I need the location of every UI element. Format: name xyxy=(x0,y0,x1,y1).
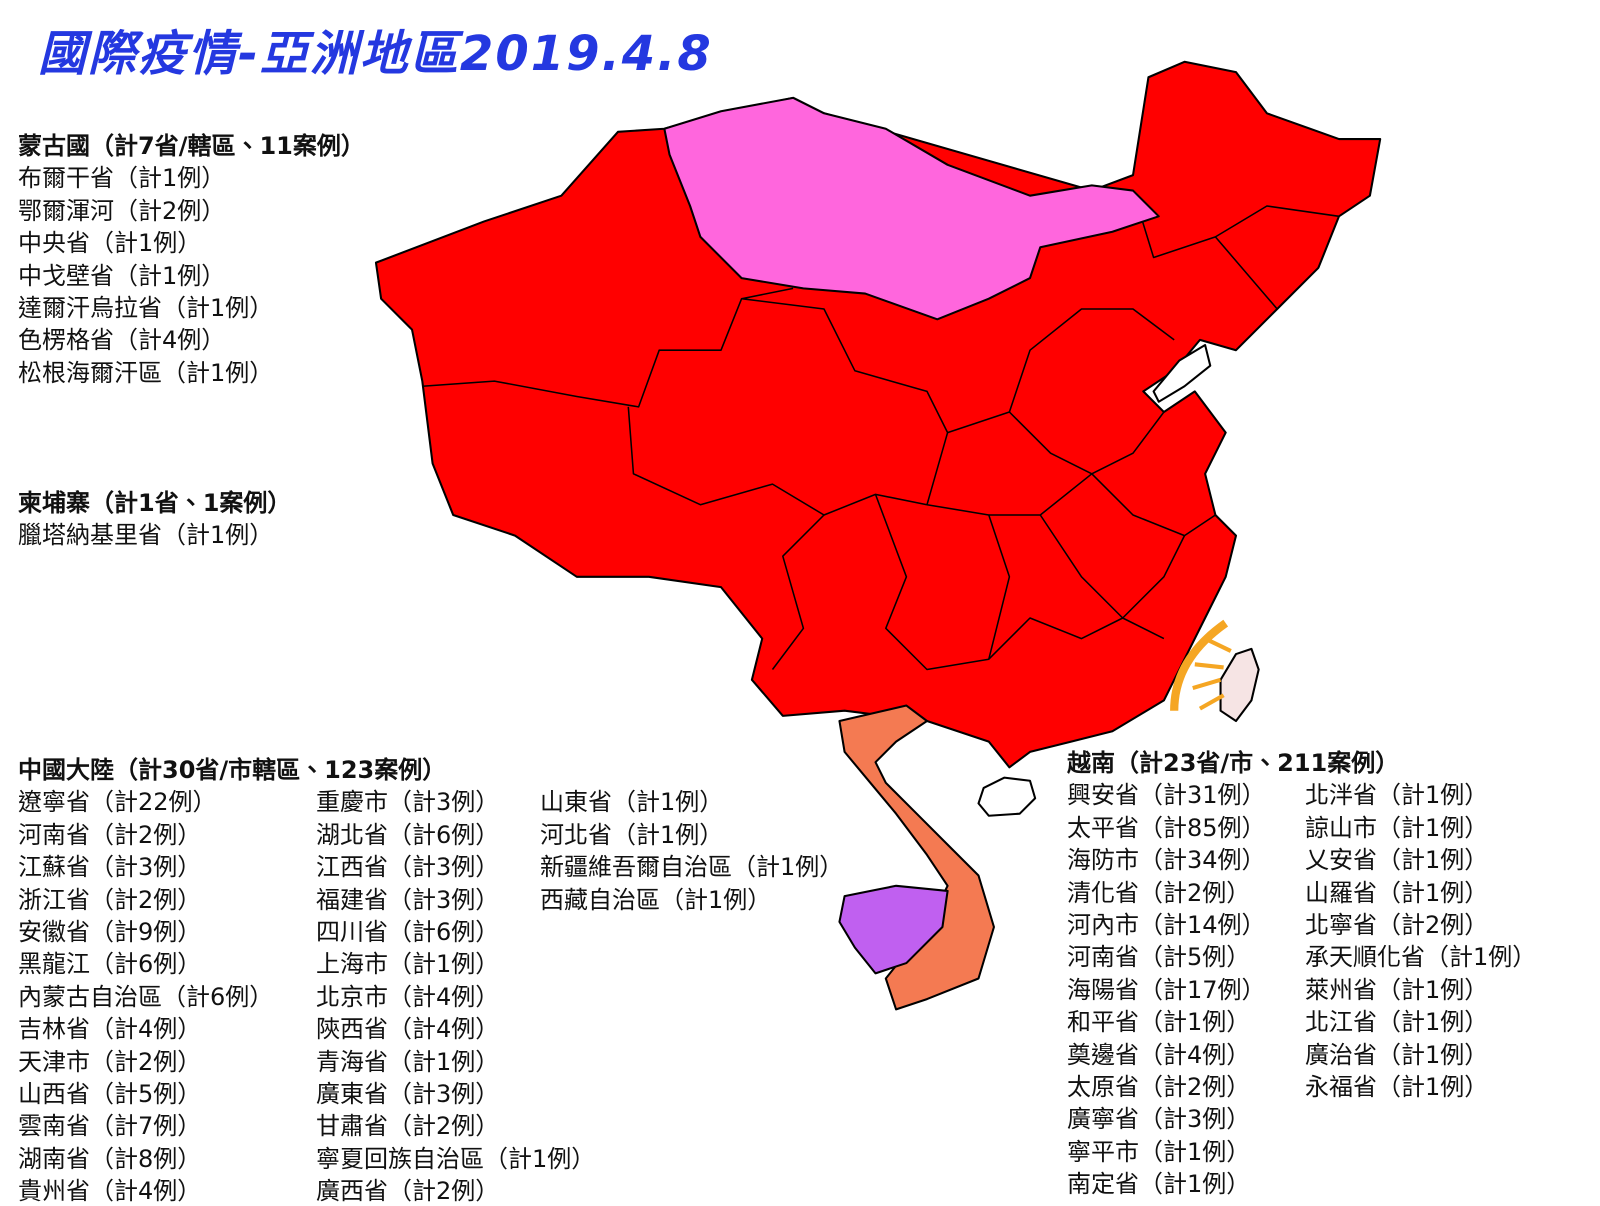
list-item: 內蒙古自治區（計6例） xyxy=(18,982,274,1011)
list-item: 浙江省（計2例） xyxy=(18,885,202,914)
list-item: 福建省（計3例） xyxy=(316,885,500,914)
list-item: 山東省（計1例） xyxy=(540,788,724,817)
list-item: 重慶市（計3例） xyxy=(316,788,500,817)
list-item: 新疆維吾爾自治區（計1例） xyxy=(540,853,844,882)
list-item: 青海省（計1例） xyxy=(316,1047,500,1076)
list-item: 鄂爾渾河（計2例） xyxy=(18,196,226,225)
list-item: 廣治省（計1例） xyxy=(1305,1040,1489,1069)
list-item: 山西省（計5例） xyxy=(18,1080,202,1108)
vietnam-region xyxy=(838,704,995,1011)
list-item: 北寧省（計2例） xyxy=(1305,911,1489,939)
list-item: 海陽省（計17例） xyxy=(1067,975,1266,1004)
list-item: 松根海爾汗區（計1例） xyxy=(18,358,274,387)
section-heading: 蒙古國（計7省/轄區、11案例） xyxy=(18,132,365,160)
list-item: 貴州省（計4例） xyxy=(18,1177,202,1206)
list-item: 河內市（計14例） xyxy=(1067,911,1266,939)
list-item: 河南省（計5例） xyxy=(1067,943,1251,972)
list-item: 承天順化省（計1例） xyxy=(1305,943,1537,972)
list-item: 萊州省（計1例） xyxy=(1305,975,1489,1004)
bohai-sea xyxy=(1152,344,1212,403)
list-item: 南定省（計1例） xyxy=(1067,1170,1251,1199)
list-item: 色楞格省（計4例） xyxy=(18,326,226,355)
list-item: 安徽省（計9例） xyxy=(18,918,202,946)
list-item: 太原省（計2例） xyxy=(1067,1073,1251,1101)
list-item: 河北省（計1例） xyxy=(540,820,724,849)
list-item: 陝西省（計4例） xyxy=(316,1015,500,1044)
list-item: 天津市（計2例） xyxy=(18,1047,202,1076)
list-item: 奠邊省（計4例） xyxy=(1067,1040,1251,1069)
list-item: 遼寧省（計22例） xyxy=(18,788,217,817)
list-item: 江蘇省（計3例） xyxy=(18,853,202,882)
list-item: 布爾干省（計1例） xyxy=(18,164,226,193)
list-item: 廣西省（計2例） xyxy=(316,1177,500,1206)
list-item: 太平省（計85例） xyxy=(1067,813,1266,842)
list-item: 北江省（計1例） xyxy=(1305,1008,1489,1037)
list-item: 乂安省（計1例） xyxy=(1305,846,1489,875)
list-item: 上海市（計1例） xyxy=(316,950,500,979)
list-item: 江西省（計3例） xyxy=(316,853,500,882)
section-heading: 越南（計23省/市、211案例） xyxy=(1067,749,1400,777)
list-item: 西藏自治區（計1例） xyxy=(540,885,772,914)
list-item: 雲南省（計7例） xyxy=(18,1112,202,1141)
china-region xyxy=(374,60,1382,769)
list-item: 甘肅省（計2例） xyxy=(316,1112,500,1141)
title: 國際疫情-亞洲地區2019.4.8 xyxy=(38,26,713,82)
cambodia-region xyxy=(838,884,949,975)
province-borders xyxy=(422,190,1340,671)
list-item: 中戈壁省（計1例） xyxy=(18,261,226,290)
list-item: 湖南省（計8例） xyxy=(18,1144,202,1173)
list-item: 和平省（計1例） xyxy=(1067,1008,1251,1037)
list-item: 清化省（計2例） xyxy=(1067,878,1251,907)
list-item: 北泮省（計1例） xyxy=(1305,781,1489,810)
list-item: 寧夏回族自治區（計1例） xyxy=(316,1144,596,1173)
list-item: 諒山市（計1例） xyxy=(1305,813,1489,842)
mongolia-region xyxy=(663,96,1160,321)
list-item: 廣東省（計3例） xyxy=(316,1080,500,1108)
list-item: 河南省（計2例） xyxy=(18,820,202,849)
list-item: 廣寧省（計3例） xyxy=(1067,1105,1251,1134)
list-item: 中央省（計1例） xyxy=(18,229,202,258)
list-item: 永福省（計1例） xyxy=(1305,1073,1489,1101)
list-item: 興安省（計31例） xyxy=(1067,781,1266,810)
list-item: 北京市（計4例） xyxy=(316,982,500,1011)
arrows xyxy=(1170,619,1232,711)
list-item: 山羅省（計1例） xyxy=(1305,878,1489,907)
list-item: 湖北省（計6例） xyxy=(316,820,500,849)
list-item: 海防市（計34例） xyxy=(1067,846,1266,875)
section-heading: 中國大陸（計30省/市轄區、123案例） xyxy=(18,756,447,784)
list-item: 寧平市（計1例） xyxy=(1067,1137,1251,1166)
list-item: 黑龍江（計6例） xyxy=(18,950,202,979)
hainan xyxy=(977,776,1037,817)
list-item: 臘塔納基里省（計1例） xyxy=(18,521,274,550)
list-item: 達爾汗烏拉省（計1例） xyxy=(18,294,274,322)
list-item: 四川省（計6例） xyxy=(316,918,500,946)
taiwan xyxy=(1219,647,1260,723)
section-heading: 柬埔寨（計1省、1案例） xyxy=(18,489,292,517)
list-item: 吉林省（計4例） xyxy=(18,1015,202,1044)
